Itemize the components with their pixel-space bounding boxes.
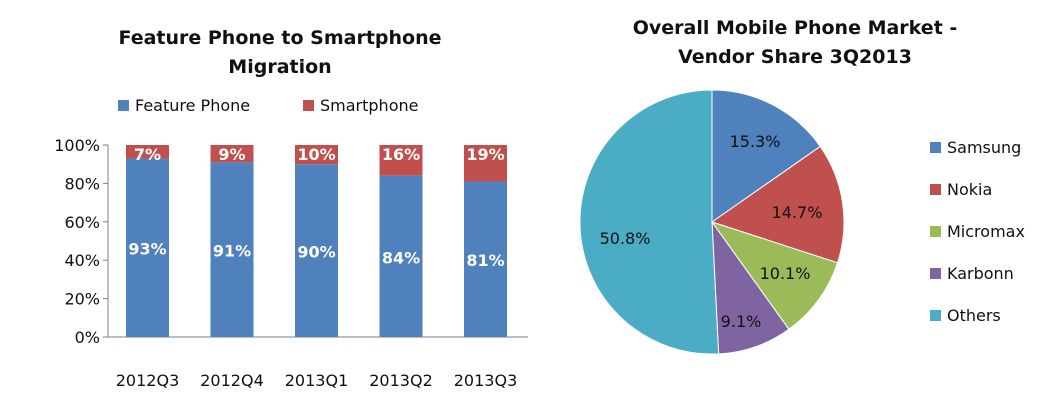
bar-x-tick-label: 2013Q2 [369, 371, 433, 390]
feature-phone-data-label: 91% [213, 242, 251, 261]
bar-y-tick-label: 20% [64, 290, 100, 309]
smartphone-data-label: 10% [297, 145, 335, 164]
pie-slice-samsung [711, 89, 821, 223]
samsung-swatch [930, 142, 941, 153]
bar-x-tick-label: 2013Q3 [454, 371, 518, 390]
karbonn-swatch [930, 268, 941, 279]
pie-chart-title: Overall Mobile Phone Market - Vendor Sha… [585, 14, 1005, 72]
smartphone-data-label: 16% [382, 145, 420, 164]
bar-y-tick-label: 60% [64, 213, 100, 232]
micromax-swatch [930, 226, 941, 237]
bar-y-tick-label: 80% [64, 174, 100, 193]
feature-phone-data-label: 93% [128, 240, 166, 259]
pie-legend-label: Samsung [947, 138, 1022, 157]
pie-slice-label-others: 50.8% [600, 229, 651, 248]
pie-legend-label: Karbonn [947, 264, 1014, 283]
pie-slice-label-samsung: 15.3% [730, 132, 781, 151]
feature-phone-bar [464, 181, 507, 337]
smartphone-bar [379, 145, 423, 176]
pie-legend-label: Others [947, 306, 1001, 325]
feature-phone-data-label: 90% [297, 243, 335, 262]
feature-phone-bar [295, 164, 338, 337]
smartphone-bar [126, 145, 169, 159]
pie-chart-title-line-2: Vendor Share 3Q2013 [678, 46, 912, 68]
pie-legend-others: Others [930, 306, 1001, 325]
bar-y-tick-label: 0% [75, 328, 100, 347]
bar-x-tick-label: 2013Q1 [285, 371, 349, 390]
smartphone-data-label: 19% [466, 145, 504, 164]
bar-y-tick-label: 40% [64, 251, 100, 270]
bar-legend-feature-phone: Feature Phone [118, 96, 250, 115]
smartphone-data-label: 9% [218, 145, 245, 164]
smartphone-bar [210, 145, 254, 163]
others-swatch [930, 310, 941, 321]
bar-legend-smartphone: Smartphone [303, 96, 418, 115]
bar-chart-title-line-2: Migration [228, 56, 332, 78]
pie-chart-title-line-1: Overall Mobile Phone Market - [632, 17, 958, 39]
pie-legend-nokia: Nokia [930, 180, 992, 199]
smartphone-data-label: 7% [134, 145, 161, 164]
smartphone-swatch [303, 100, 314, 111]
bar-x-tick-label: 2012Q3 [116, 371, 180, 390]
bar-chart-title-line-1: Feature Phone to Smartphone [118, 27, 442, 49]
bar-chart-title: Feature Phone to Smartphone Migration [70, 24, 490, 82]
pie-legend-micromax: Micromax [930, 222, 1025, 241]
pie-legend-karbonn: Karbonn [930, 264, 1014, 283]
feature-phone-bar [210, 162, 254, 337]
feature-phone-bar [126, 158, 169, 337]
pie-slice-label-micromax: 10.1% [760, 264, 811, 283]
pie-slice-micromax [710, 221, 839, 330]
pie-legend-label: Micromax [947, 222, 1025, 241]
feature-phone-data-label: 84% [382, 248, 420, 267]
pie-slice-nokia [710, 145, 845, 264]
bar-x-tick-label: 2012Q4 [200, 371, 264, 390]
feature-phone-bar [379, 175, 423, 337]
bar-legend-label: Feature Phone [135, 96, 251, 115]
nokia-swatch [930, 184, 941, 195]
pie-legend-label: Nokia [947, 180, 993, 199]
bar-y-tick-label: 100% [54, 136, 100, 155]
pie-legend-samsung: Samsung [930, 138, 1021, 157]
smartphone-bar [464, 145, 507, 182]
pie-slice-others [579, 89, 720, 355]
bar-legend-label: Smartphone [320, 96, 419, 115]
pie-slice-label-nokia: 14.7% [772, 203, 823, 222]
smartphone-bar [295, 145, 338, 165]
feature-phone-data-label: 81% [466, 251, 504, 270]
pie-slice-label-karbonn: 9.1% [721, 312, 762, 331]
feature-phone-swatch [118, 100, 129, 111]
